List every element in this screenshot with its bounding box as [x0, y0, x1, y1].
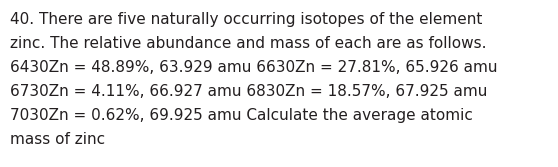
Text: 7030Zn = 0.62%, 69.925 amu Calculate the average atomic: 7030Zn = 0.62%, 69.925 amu Calculate the…	[10, 108, 473, 123]
Text: 40. There are five naturally occurring isotopes of the element: 40. There are five naturally occurring i…	[10, 12, 482, 27]
Text: 6730Zn = 4.11%, 66.927 amu 6830Zn = 18.57%, 67.925 amu: 6730Zn = 4.11%, 66.927 amu 6830Zn = 18.5…	[10, 84, 487, 99]
Text: 6430Zn = 48.89%, 63.929 amu 6630Zn = 27.81%, 65.926 amu: 6430Zn = 48.89%, 63.929 amu 6630Zn = 27.…	[10, 60, 498, 75]
Text: mass of zinc: mass of zinc	[10, 132, 105, 147]
Text: zinc. The relative abundance and mass of each are as follows.: zinc. The relative abundance and mass of…	[10, 36, 487, 51]
